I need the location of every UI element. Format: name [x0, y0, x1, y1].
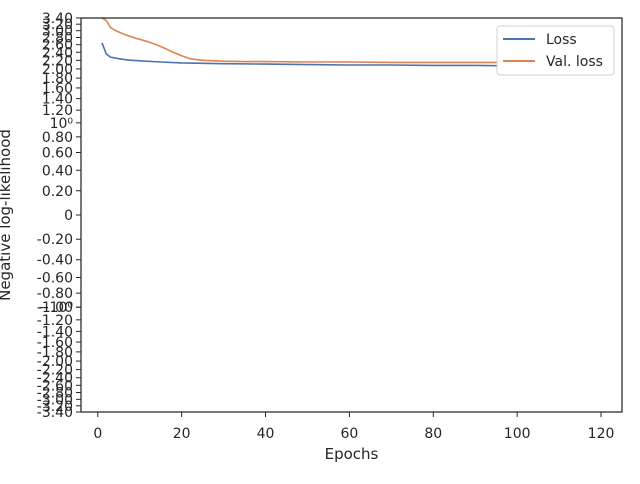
x-tick-label: 20	[173, 426, 191, 442]
y-tick-label: -1.20	[37, 313, 73, 329]
y-tick-label: -3.20	[37, 399, 73, 415]
y-tick-label: -3.40	[37, 405, 73, 421]
y-tick-label: 2.20	[42, 53, 73, 69]
x-tick-label: 0	[93, 426, 102, 442]
y-tick-label: -0.60	[37, 270, 73, 286]
y-tick-label: -0.20	[37, 232, 73, 248]
y-tick-label: 0.20	[42, 184, 73, 200]
series-line-2	[101, 17, 597, 64]
y-tick-label: 0	[64, 208, 73, 224]
y-tick-label: -2.60	[37, 378, 73, 394]
y-tick-label: 3.20	[42, 17, 73, 33]
y-tick-label: -2.20	[37, 363, 73, 379]
y-axis-ticks: -1.40-1.20-1.00-0.80-0.60-0.40 -0.20 0 0.20…	[37, 11, 81, 421]
legend: Loss Val. loss	[496, 25, 615, 76]
legend-label: Val. loss	[546, 54, 603, 70]
x-tick-label: 80	[424, 426, 442, 442]
y-tick-label: 10⁰	[50, 116, 74, 132]
y-tick-label: 0.40	[42, 163, 73, 179]
y-tick-label: 2.80	[42, 30, 73, 46]
legend-label: Loss	[546, 32, 577, 48]
y-tick-label: -0.40	[37, 253, 73, 269]
y-tick-label: -3.00	[37, 392, 73, 408]
y-tick-label: -1.00	[37, 300, 73, 316]
series-lines	[101, 17, 597, 67]
y-tick-label: -2.40	[37, 371, 73, 387]
y-tick-label: −10⁰	[38, 300, 74, 316]
y-tick-label: -2.80	[37, 386, 73, 402]
y-tick-label: 2.40	[42, 45, 73, 61]
plot-frame	[80, 17, 623, 413]
x-axis-label: Epochs	[325, 445, 379, 463]
y-tick-label: -1.80	[37, 345, 73, 361]
y-tick-label: 1.20	[42, 103, 73, 119]
x-axis-ticks: 0 20 40 60 80 100 120	[93, 412, 614, 442]
y-tick-label: 2.60	[42, 38, 73, 54]
x-tick-label: 40	[257, 426, 275, 442]
y-tick-label: -2.00	[37, 354, 73, 370]
y-tick-label: -1.40	[37, 324, 73, 340]
y-tick-label: 2.00	[42, 62, 73, 78]
y-axis-label: Negative log-likelihood	[0, 129, 14, 301]
y-tick-label: -1.60	[37, 335, 73, 351]
y-tick-label: 0.60	[42, 146, 73, 162]
y-tick-label: -0.80	[37, 286, 73, 302]
y-tick-label: 1.80	[42, 71, 73, 87]
y-tick-label: 3.00	[42, 24, 73, 40]
y-tick-label: 1.40	[42, 92, 73, 108]
x-tick-label: 100	[504, 426, 531, 442]
x-tick-label: 120	[588, 426, 615, 442]
y-tick-label: 1.60	[42, 81, 73, 97]
y-tick-label: 3.40	[42, 11, 73, 27]
series-line-1	[101, 42, 597, 67]
x-tick-label: 60	[340, 426, 358, 442]
y-tick-label: 0.80	[42, 130, 73, 146]
